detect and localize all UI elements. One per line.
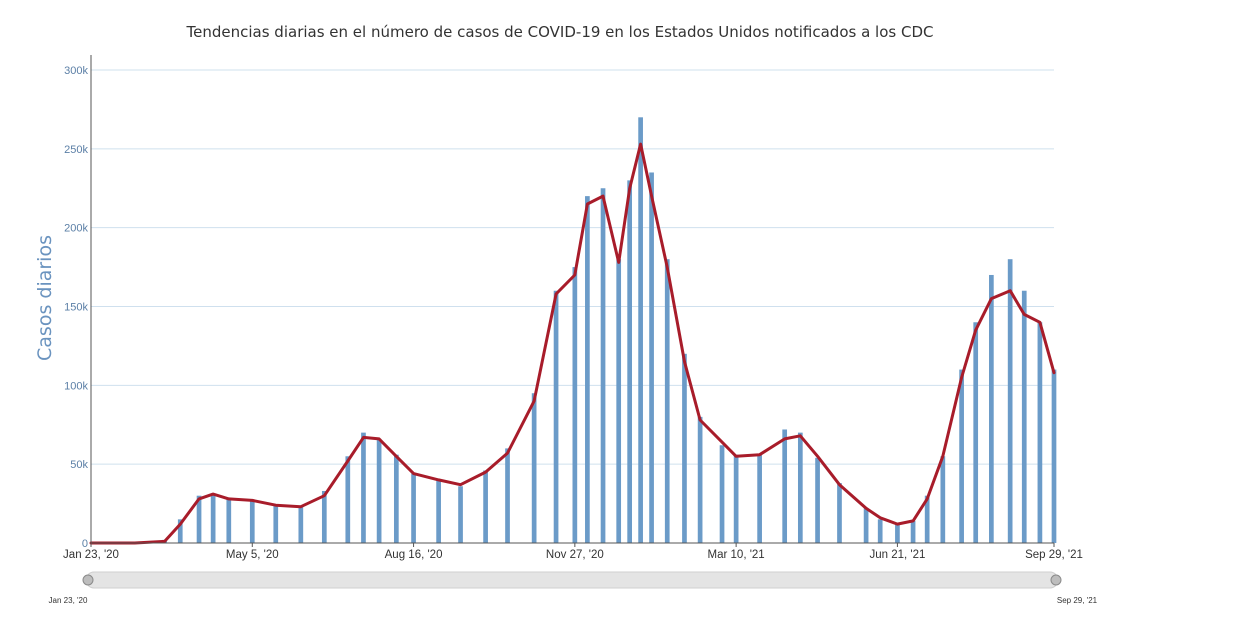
y-tick-label: 200k: [64, 223, 88, 235]
daily-cases-bar[interactable]: [361, 432, 366, 543]
daily-cases-bar[interactable]: [797, 432, 803, 543]
x-tick-label: Aug 16, '20: [385, 549, 443, 561]
daily-cases-bars[interactable]: [162, 117, 1057, 544]
daily-cases-bar[interactable]: [837, 483, 842, 543]
daily-cases-bar[interactable]: [815, 457, 820, 543]
daily-cases-bar[interactable]: [1051, 369, 1057, 543]
daily-cases-bar[interactable]: [376, 438, 382, 543]
daily-cases-bar[interactable]: [345, 456, 351, 543]
daily-cases-bar[interactable]: [249, 500, 255, 543]
daily-cases-bar[interactable]: [616, 259, 622, 543]
daily-cases-bar[interactable]: [627, 180, 633, 543]
daily-cases-bar[interactable]: [959, 369, 964, 543]
daily-cases-bar[interactable]: [411, 473, 416, 543]
daily-cases-bar[interactable]: [177, 519, 183, 543]
daily-cases-bar[interactable]: [226, 498, 232, 543]
daily-cases-bar[interactable]: [924, 495, 930, 543]
daily-cases-bar[interactable]: [682, 353, 687, 543]
chart-title: Tendencias diarias en el número de casos…: [186, 23, 934, 41]
range-slider-start-label: Jan 23, '20: [49, 596, 88, 605]
daily-cases-bar[interactable]: [572, 267, 578, 543]
daily-cases-bar[interactable]: [733, 454, 739, 543]
daily-cases-bar[interactable]: [196, 495, 202, 543]
daily-cases-bar[interactable]: [638, 117, 643, 544]
range-slider-track[interactable]: [85, 571, 1059, 589]
daily-cases-bar[interactable]: [393, 454, 399, 543]
y-tick-label: 50k: [70, 459, 88, 471]
daily-cases-bar[interactable]: [321, 490, 327, 543]
daily-cases-bar[interactable]: [1007, 259, 1013, 543]
daily-cases-bar[interactable]: [483, 470, 488, 543]
x-tick-label: Sep 29, '21: [1025, 549, 1083, 561]
daily-cases-bar[interactable]: [585, 196, 590, 543]
daily-cases-bar[interactable]: [298, 506, 304, 543]
range-slider-left-handle[interactable]: [82, 574, 94, 586]
y-tick-label: 300k: [64, 65, 88, 77]
daily-cases-bar[interactable]: [757, 454, 762, 543]
daily-cases-bar[interactable]: [877, 519, 883, 543]
range-slider-end-label: Sep 29, '21: [1057, 596, 1098, 605]
daily-cases-bar[interactable]: [458, 486, 463, 543]
range-slider-right-handle[interactable]: [1050, 574, 1062, 586]
daily-cases-bar[interactable]: [649, 172, 654, 543]
daily-cases-bar[interactable]: [910, 520, 916, 543]
daily-cases-bar[interactable]: [973, 322, 979, 543]
moving-average-line[interactable]: [89, 142, 1056, 545]
y-tick-label: 250k: [64, 144, 88, 156]
daily-cases-bar[interactable]: [553, 290, 559, 543]
y-tick-label: 150k: [64, 302, 88, 314]
daily-cases-bar[interactable]: [273, 505, 279, 543]
daily-cases-bar[interactable]: [664, 259, 670, 543]
x-tick-label: Jan 23, '20: [63, 549, 119, 561]
daily-cases-bar[interactable]: [436, 479, 441, 543]
daily-cases-bar[interactable]: [531, 393, 537, 543]
y-axis-label: Casos diarios: [34, 235, 56, 361]
daily-cases-bar[interactable]: [719, 445, 725, 543]
x-tick-label: May 5, '20: [226, 549, 279, 561]
daily-cases-bar[interactable]: [210, 494, 216, 543]
y-axis-ticks: 0 50k 100k 150k 200k 250k 300k: [64, 65, 88, 550]
daily-cases-bar[interactable]: [1021, 290, 1027, 543]
x-tick-label: Nov 27, '20: [546, 549, 604, 561]
daily-cases-bar[interactable]: [697, 416, 703, 543]
daily-cases-bar[interactable]: [782, 429, 788, 543]
x-tick-label: Jun 21, '21: [869, 549, 925, 561]
daily-cases-bar[interactable]: [895, 524, 900, 543]
daily-cases-bar[interactable]: [600, 188, 606, 543]
y-tick-label: 0: [82, 538, 88, 550]
daily-cases-bar[interactable]: [989, 274, 994, 543]
range-slider[interactable]: Jan 23, '20 Sep 29, '21: [49, 571, 1098, 605]
daily-cases-bar[interactable]: [863, 508, 869, 543]
moving-average-path[interactable]: [89, 142, 1056, 545]
daily-cases-bar[interactable]: [940, 456, 946, 543]
daily-cases-bar[interactable]: [1037, 322, 1043, 543]
daily-cases-bar[interactable]: [505, 448, 510, 543]
x-axis-ticks: Jan 23, '20 May 5, '20 Aug 16, '20 Nov 27, …: [63, 543, 1083, 561]
x-tick-label: Mar 10, '21: [708, 549, 765, 561]
y-tick-label: 100k: [64, 380, 88, 392]
